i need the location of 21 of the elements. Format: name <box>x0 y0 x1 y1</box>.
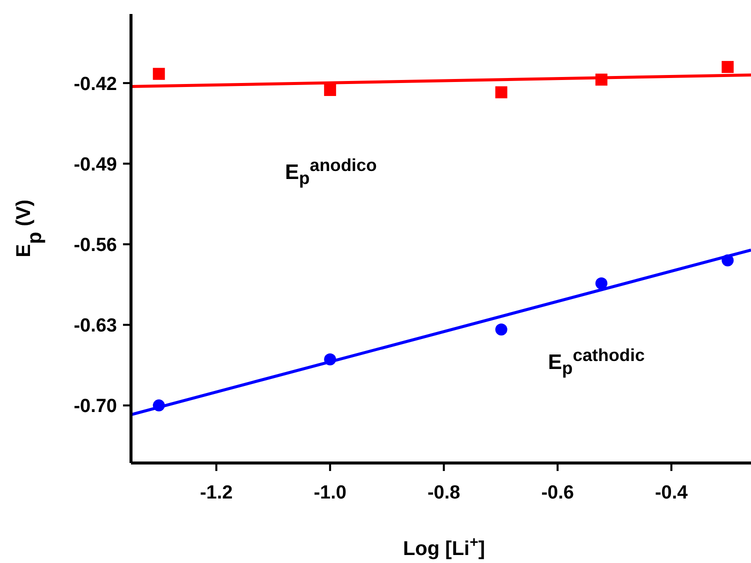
point <box>152 68 165 80</box>
point <box>722 60 734 73</box>
x-tick-label: -0.4 <box>654 482 688 504</box>
x-tick-label: -1.0 <box>314 482 346 504</box>
x-tick-label: -0.6 <box>541 482 574 504</box>
y-tick-label: -0.56 <box>74 235 117 256</box>
point <box>495 86 508 98</box>
point <box>595 74 608 86</box>
x-tick-label: -0.8 <box>427 482 460 504</box>
y-tick-label: -0.49 <box>74 154 117 176</box>
point <box>595 277 608 290</box>
point <box>324 84 336 96</box>
y-tick-label: -0.70 <box>74 396 117 418</box>
point <box>722 254 734 266</box>
y-tick-label: -0.63 <box>74 316 117 337</box>
x-axis-title: Log [Li$^{+}$] <box>402 534 486 560</box>
x-tick-label: -1.2 <box>200 482 233 504</box>
point <box>152 399 165 412</box>
point <box>324 353 336 366</box>
point <box>495 323 508 336</box>
y-tick-label: -0.42 <box>74 74 117 95</box>
